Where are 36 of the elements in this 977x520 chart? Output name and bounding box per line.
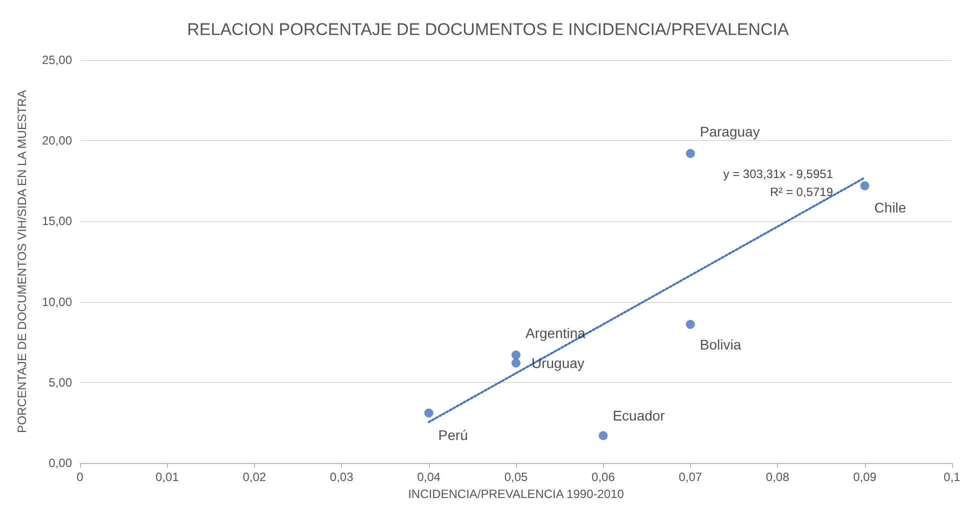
- point: [598, 431, 608, 440]
- x-tick-label: 0,05: [504, 470, 528, 484]
- x-tick-label: 0,04: [417, 470, 441, 484]
- x-tick-label: 0,02: [242, 470, 266, 484]
- y-tick-label: 15,00: [42, 214, 72, 228]
- data-label: Bolivia: [700, 336, 742, 352]
- y-axis-title: PORCENTAJE DE DOCUMENTOS VIH/SIDA EN LA MUESTRA: [15, 90, 29, 433]
- data-label: Ecuador: [612, 408, 666, 424]
- data-label: Chile: [874, 200, 906, 216]
- x-tick-label: 0,01: [156, 470, 180, 484]
- x-tick-label: 0: [76, 470, 84, 484]
- annotation: y = 303,31x - 9,5951: [723, 167, 834, 181]
- x-tick-label: 0,1: [944, 470, 961, 484]
- y-tick-label: 10,00: [42, 294, 72, 309]
- data-label: Perú: [438, 427, 468, 444]
- y-tick-label: 25,00: [42, 53, 72, 67]
- annotation: R² = 0,5719: [770, 185, 834, 199]
- point: [686, 320, 695, 329]
- x-tick-label: 0,08: [766, 470, 790, 484]
- y-tick-label: 20,00: [42, 134, 72, 148]
- x-tick-label: 0,03: [330, 470, 354, 484]
- x-tick-label: 0,09: [853, 470, 877, 484]
- x-axis-title: INCIDENCIA/PREVALENCIA 1990-2010: [408, 486, 624, 501]
- x-tick-label: 0,07: [678, 470, 702, 484]
- chart-title: RELACION PORCENTAJE DE DOCUMENTOS E INCIDENCIA/PREVALENCIA: [187, 20, 790, 39]
- x-tick-label: 0,06: [592, 470, 616, 484]
- y-tick-label: 0,00: [48, 456, 72, 470]
- data-label: Paraguay: [700, 123, 760, 140]
- y-tick-label: 5,00: [48, 375, 72, 390]
- point: [512, 358, 520, 368]
- point: [686, 149, 695, 158]
- point: [860, 181, 870, 190]
- point: [424, 408, 434, 418]
- point: [512, 350, 520, 360]
- data-label: Uruguay: [532, 355, 584, 372]
- data-label: Argentina: [526, 324, 586, 341]
